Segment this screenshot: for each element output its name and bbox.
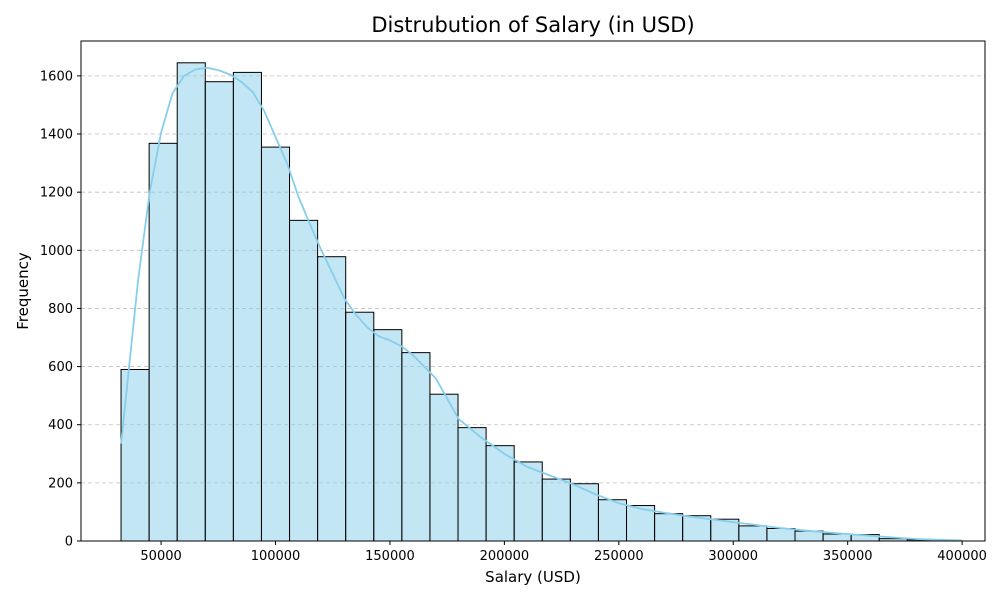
histogram-bar [373, 329, 403, 542]
y-tick-label: 200 [48, 476, 73, 491]
histogram-bar [597, 499, 628, 542]
histogram-bar [485, 445, 515, 542]
y-tick-label: 1000 [40, 244, 73, 259]
histogram-bar [429, 393, 459, 542]
histogram-bar [260, 146, 291, 542]
x-tick-label: 150000 [365, 549, 415, 564]
x-tick-label: 250000 [594, 549, 644, 564]
histogram-bar [541, 478, 571, 542]
histogram-bar [401, 352, 431, 542]
histogram-bar [766, 528, 796, 542]
histogram-bar [513, 461, 543, 542]
x-tick-label: 50000 [140, 549, 181, 564]
x-tick-label: 100000 [251, 549, 301, 564]
histogram-bar [738, 525, 768, 542]
histogram-bar [682, 515, 712, 542]
y-tick-label: 400 [48, 418, 73, 433]
histogram-bar [232, 71, 262, 542]
kde-curve-layer [120, 66, 963, 542]
x-axis-ticks: 50000 100000 150000 200000 250000 300000 35000… [140, 541, 987, 564]
y-tick-label: 0 [65, 535, 73, 550]
plot-frame [80, 40, 986, 542]
y-axis-label: Frequency [14, 252, 32, 330]
kde-curve [120, 66, 963, 542]
histogram-bar [822, 533, 852, 542]
x-tick-label: 400000 [937, 549, 987, 564]
x-tick-label: 350000 [823, 549, 873, 564]
x-tick-label: 200000 [480, 549, 530, 564]
histogram-bar [289, 219, 319, 542]
chart-title: Distrubution of Salary (in USD) [371, 13, 694, 37]
histogram-bar [176, 62, 206, 542]
y-tick-label: 800 [48, 302, 73, 317]
y-axis-ticks: 0 200 400 600 800 1000 1200 1400 1600 [40, 69, 81, 550]
histogram-bar [204, 81, 234, 542]
y-tick-label: 1200 [40, 186, 73, 201]
x-tick-label: 300000 [708, 549, 758, 564]
histogram-bar [654, 513, 684, 542]
histogram-bar [457, 427, 487, 542]
y-tick-label: 1400 [40, 128, 73, 143]
histogram-bar [569, 483, 599, 542]
histogram-bar [345, 311, 375, 542]
y-tick-label: 600 [48, 360, 73, 375]
histogram-bar [148, 142, 178, 542]
histogram-bar [317, 256, 347, 542]
x-axis-label: Salary (USD) [485, 568, 581, 586]
histogram-bars [120, 62, 936, 542]
y-tick-label: 1600 [40, 69, 73, 84]
